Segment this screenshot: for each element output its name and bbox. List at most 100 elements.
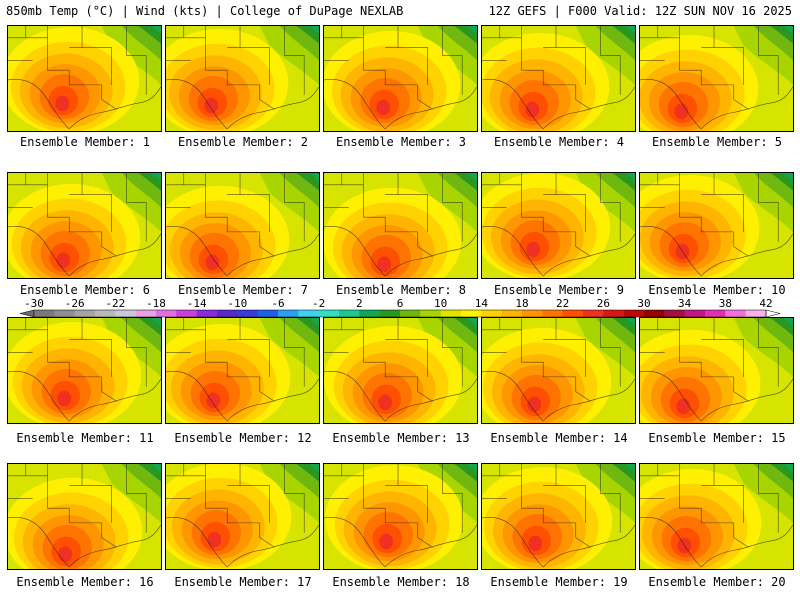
colorbar-swatch [278,310,299,317]
colorbar-tick-label: 34 [678,297,692,310]
colorbar-swatch [562,310,584,317]
colorbar-low-arrow [19,309,35,318]
ensemble-member-label: Ensemble Member: 15 [648,431,786,445]
ensemble-member-label: Ensemble Member: 18 [332,575,470,589]
colorbar-swatch [196,310,218,317]
colorbar-swatch [603,310,624,317]
colorbar-swatch [745,310,767,317]
map-title: 850mb Temp (°C) | Wind (kts) | College o… [6,4,404,18]
ensemble-member-label: Ensemble Member: 1 [19,135,151,149]
temperature-colorbar: -30 -26 -22 -18 -14 -10 -6 -2 2 6 10 14 18 22 26 30 34 38… [19,297,781,318]
ensemble-member-map [323,317,478,424]
ensemble-member-map [323,172,478,279]
ensemble-member-label: Ensemble Member: 9 [493,283,625,297]
colorbar-swatch [522,310,543,317]
ensemble-member-map [323,463,478,570]
colorbar-tick-label: -14 [187,297,207,310]
colorbar-swatch [74,310,96,317]
colorbar-tick-label: 2 [356,297,363,310]
colorbar-swatch [237,310,258,317]
ensemble-member-map [481,463,636,570]
ensemble-member-map [7,25,162,132]
ensemble-member-label: Ensemble Member: 4 [493,135,625,149]
colorbar-outline [33,309,767,318]
ensemble-member-label: Ensemble Member: 16 [16,575,154,589]
colorbar-tick-label: 38 [719,297,732,310]
ensemble-member-map [165,463,320,570]
colorbar-swatch [664,310,685,317]
ensemble-member-label: Ensemble Member: 8 [335,283,467,297]
colorbar-tick-label: -6 [271,297,284,310]
ensemble-member-label: Ensemble Member: 5 [651,135,783,149]
colorbar-swatch [34,310,55,317]
colorbar-tick-label: 42 [759,297,772,310]
colorbar-swatch [583,310,604,317]
ensemble-member-map [639,463,794,570]
model-run-info: 12Z GEFS | F000 Valid: 12Z SUN NOV 16 20… [488,4,792,18]
ensemble-member-label: Ensemble Member: 13 [332,431,470,445]
colorbar-swatch [725,310,746,317]
colorbar-swatch [257,310,279,317]
colorbar-swatch [359,310,380,317]
ensemble-member-label: Ensemble Member: 11 [16,431,154,445]
ensemble-member-label: Ensemble Member: 2 [177,135,309,149]
colorbar-tick-label: 14 [475,297,489,310]
colorbar-swatch [440,310,462,317]
colorbar-high-arrow [765,309,781,318]
colorbar-swatch [217,310,238,317]
colorbar-swatch [135,310,157,317]
colorbar-tick-label: -30 [24,297,44,310]
colorbar-swatch [684,310,706,317]
colorbar-swatch [644,310,665,317]
colorbar-swatch [318,310,340,317]
colorbar-tick-label: 18 [515,297,528,310]
colorbar-tick-label: 6 [397,297,404,310]
ensemble-member-label: Ensemble Member: 10 [648,283,786,297]
ensemble-member-map [7,172,162,279]
ensemble-member-map [639,172,794,279]
ensemble-member-label: Ensemble Member: 17 [174,575,312,589]
colorbar-tick-label: 26 [597,297,610,310]
ensemble-member-label: Ensemble Member: 7 [177,283,309,297]
colorbar-tick-label: 10 [434,297,447,310]
colorbar-tick-label: 30 [637,297,650,310]
colorbar-tick-label: -18 [146,297,166,310]
ensemble-member-label: Ensemble Member: 12 [174,431,312,445]
ensemble-member-map [481,317,636,424]
colorbar-swatch [461,310,482,317]
ensemble-member-map [639,25,794,132]
ensemble-member-map [639,317,794,424]
colorbar-swatch [542,310,563,317]
colorbar-tick-label: 22 [556,297,569,310]
ensemble-member-label: Ensemble Member: 20 [648,575,786,589]
ensemble-member-map [165,317,320,424]
ensemble-member-map [481,25,636,132]
ensemble-member-map [323,25,478,132]
ensemble-member-label: Ensemble Member: 14 [490,431,628,445]
ensemble-member-map [165,172,320,279]
ensemble-member-label: Ensemble Member: 3 [335,135,467,149]
colorbar-swatch [481,310,502,317]
colorbar-tick-label: -2 [312,297,325,310]
ensemble-member-label: Ensemble Member: 19 [490,575,628,589]
colorbar-tick-label: -22 [105,297,125,310]
colorbar-swatch [420,310,441,317]
colorbar-swatch [298,310,319,317]
colorbar-swatch [400,310,421,317]
colorbar-swatch [705,310,726,317]
ensemble-member-map [165,25,320,132]
ensemble-member-map [7,463,162,570]
ensemble-member-label: Ensemble Member: 6 [19,283,151,297]
colorbar-swatch [339,310,360,317]
colorbar-swatch [379,310,401,317]
colorbar-swatch [95,310,116,317]
colorbar-tick-label: -10 [227,297,247,310]
ensemble-member-map [7,317,162,424]
colorbar-swatch [176,310,197,317]
colorbar-swatch [156,310,177,317]
colorbar-swatch [54,310,75,317]
colorbar-swatch [115,310,136,317]
colorbar-swatch [501,310,523,317]
colorbar-tick-label: -26 [65,297,85,310]
ensemble-member-map [481,172,636,279]
